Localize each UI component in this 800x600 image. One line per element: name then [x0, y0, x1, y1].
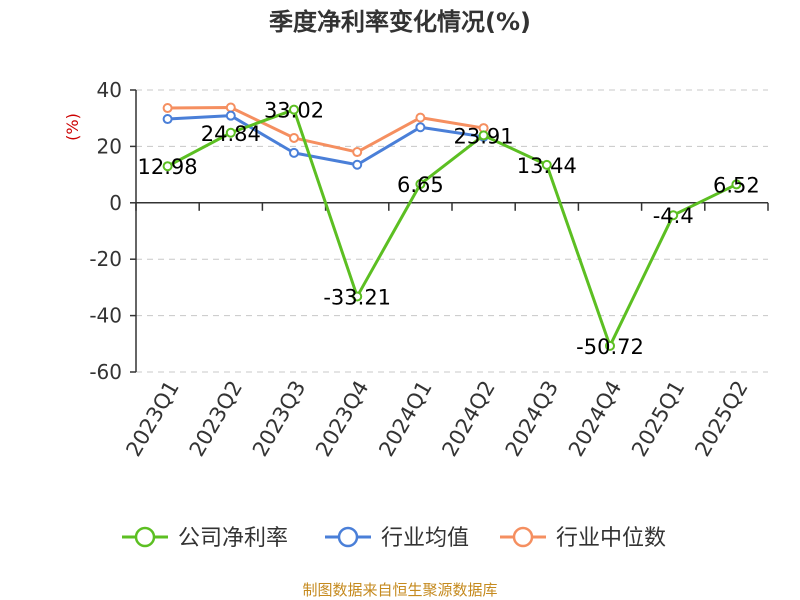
- data-point: [225, 127, 236, 138]
- data-point: [352, 159, 363, 170]
- source-note: 制图数据来自恒生聚源数据库: [302, 581, 497, 599]
- data-label: 33.02: [264, 99, 324, 123]
- y-axis-unit: (%): [63, 113, 82, 141]
- data-label: -4.4: [653, 204, 694, 228]
- data-point: [289, 132, 299, 143]
- series-0: [162, 104, 742, 351]
- data-label: -33.21: [323, 285, 391, 309]
- data-point: [668, 210, 679, 221]
- x-tick-label: 2024Q1: [374, 377, 436, 461]
- series-line: [167, 105, 484, 154]
- legend-label: 公司净利率: [178, 526, 288, 551]
- data-point: [605, 340, 615, 351]
- x-tick-label: 2025Q2: [690, 377, 752, 461]
- data-point: [289, 104, 299, 115]
- series-lines: [162, 102, 742, 351]
- y-tick-label: 20: [97, 134, 122, 158]
- x-tick-label: 2023Q4: [311, 377, 373, 461]
- y-tick-label: -20: [89, 247, 122, 271]
- x-tick-label: 2023Q2: [185, 377, 247, 461]
- x-tick-label: 2023Q1: [121, 377, 183, 461]
- data-label: 13.44: [517, 154, 577, 178]
- legend-item: 行业均值: [325, 526, 469, 551]
- x-tick-label: 2023Q3: [248, 377, 310, 461]
- legend-label: 行业中位数: [556, 526, 666, 551]
- data-label: -50.72: [576, 335, 644, 359]
- data-point: [731, 179, 742, 190]
- data-point: [352, 147, 363, 158]
- data-point: [225, 110, 236, 121]
- y-tick-label: -60: [89, 360, 122, 384]
- x-tick-label: 2024Q4: [564, 377, 626, 461]
- x-tick-label: 2025Q1: [627, 377, 689, 461]
- legend-item: 公司净利率: [122, 526, 288, 551]
- chart-title: 季度净利率变化情况(%): [269, 8, 531, 36]
- legend-swatch-marker: [134, 526, 156, 548]
- data-point: [478, 130, 489, 141]
- legend: 公司净利率 行业均值 行业中位数: [122, 526, 666, 551]
- data-point: [541, 159, 552, 170]
- data-label: 24.84: [201, 122, 261, 146]
- data-point: [162, 161, 173, 172]
- x-tick-label: 2024Q2: [437, 376, 499, 460]
- y-tick-label: -40: [89, 304, 122, 328]
- legend-swatch-marker: [337, 526, 359, 548]
- data-point: [162, 103, 173, 114]
- y-tick-label: 40: [97, 78, 122, 102]
- data-point: [162, 114, 173, 125]
- legend-swatch-marker: [512, 526, 534, 548]
- data-label: 23.91: [454, 124, 514, 148]
- legend-item: 行业中位数: [500, 526, 666, 551]
- data-point: [415, 112, 426, 123]
- data-label: 12.98: [138, 155, 198, 179]
- series-line: [166, 108, 738, 348]
- data-point: [289, 147, 299, 158]
- data-label: 6.65: [397, 173, 444, 197]
- data-point: [352, 291, 363, 302]
- x-tick-label: 2024Q3: [501, 377, 563, 461]
- data-point: [225, 102, 236, 113]
- series-line: [167, 114, 484, 167]
- legend-label: 行业均值: [381, 526, 469, 551]
- data-point: [415, 122, 426, 133]
- data-label: 6.52: [713, 173, 760, 197]
- data-point: [415, 179, 426, 190]
- y-tick-label: 0: [109, 191, 122, 215]
